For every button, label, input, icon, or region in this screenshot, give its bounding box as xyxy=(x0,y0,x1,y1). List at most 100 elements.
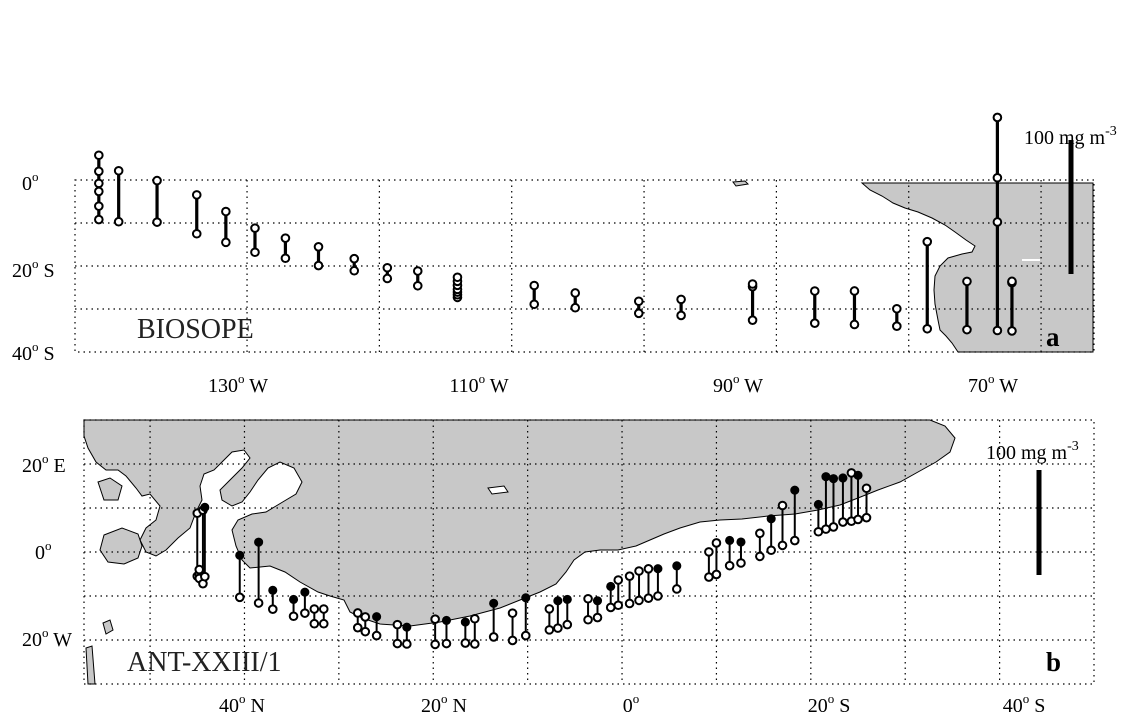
panel-b-station xyxy=(853,470,863,525)
british-isles-land xyxy=(99,527,143,565)
sample-marker xyxy=(544,604,555,614)
sample-marker xyxy=(861,483,872,494)
sample-marker xyxy=(828,474,839,484)
panel-b-station xyxy=(861,483,872,523)
south-america-landmass xyxy=(860,182,1094,353)
panel-b-station xyxy=(766,514,776,556)
panel-b-station xyxy=(300,587,310,618)
panel-a-gridlines xyxy=(75,180,1094,352)
sample-marker xyxy=(94,166,104,177)
sample-marker xyxy=(821,472,831,482)
panel-a-station xyxy=(313,242,324,271)
station-base-marker xyxy=(747,315,758,325)
sample-marker xyxy=(838,473,848,483)
station-base-marker xyxy=(1007,326,1017,336)
sample-marker xyxy=(412,266,423,276)
station-base-marker xyxy=(633,308,644,319)
panel-b-station xyxy=(469,613,480,649)
panel-a-station xyxy=(633,296,644,319)
station-base-marker xyxy=(838,517,848,527)
panel-b-station xyxy=(562,594,573,630)
panel-b-station xyxy=(352,608,363,633)
sample-marker xyxy=(94,201,104,211)
panel-b-station xyxy=(267,585,278,615)
panel-b-station xyxy=(288,594,299,622)
panel-b-xtick-20n: 20o N xyxy=(421,691,467,717)
panel-b-station xyxy=(430,614,440,650)
sample-marker xyxy=(606,581,616,591)
panel-b-station xyxy=(192,508,205,584)
station-base-marker xyxy=(755,551,765,562)
panel-b-station xyxy=(253,537,264,608)
station-base-marker xyxy=(488,632,499,642)
station-base-marker xyxy=(200,571,210,582)
station-base-marker xyxy=(267,604,278,615)
station-base-marker xyxy=(529,299,540,310)
panel-b-station xyxy=(724,535,735,571)
sample-marker xyxy=(94,150,104,161)
station-base-marker xyxy=(671,584,682,594)
panel-a-station xyxy=(962,276,972,335)
sample-marker xyxy=(191,190,202,200)
sample-marker xyxy=(372,612,382,622)
sample-marker xyxy=(254,537,264,547)
sample-marker xyxy=(790,485,800,495)
station-base-marker xyxy=(544,625,555,635)
panel-b-station xyxy=(671,561,682,594)
station-base-marker xyxy=(507,635,518,646)
panel-a-xtick-90w: 90o W xyxy=(713,371,763,397)
station-base-marker xyxy=(853,514,863,525)
station-base-marker xyxy=(809,318,820,328)
sample-marker xyxy=(809,286,820,296)
station-base-marker xyxy=(892,321,902,332)
sample-marker xyxy=(562,594,572,604)
station-base-marker xyxy=(704,572,714,582)
station-base-marker xyxy=(253,598,264,608)
sample-marker xyxy=(268,585,278,595)
sample-marker xyxy=(777,500,788,511)
panel-a-station xyxy=(849,286,860,330)
panel-b-ytick-20e: 20o E xyxy=(22,451,66,477)
land-fragment xyxy=(732,180,750,187)
station-base-marker xyxy=(962,324,972,335)
panel-b-scale-exponent: -3 xyxy=(1067,439,1079,454)
panel-a-station xyxy=(676,294,686,321)
station-base-marker xyxy=(520,630,531,641)
station-base-marker xyxy=(643,593,654,604)
station-base-marker xyxy=(736,558,746,568)
station-base-marker xyxy=(624,598,635,609)
lake-fragment xyxy=(487,485,509,495)
station-base-marker xyxy=(441,638,452,649)
panel-b-station xyxy=(520,593,531,641)
panel-b-station xyxy=(624,571,635,609)
panel-a-station xyxy=(892,303,902,332)
sample-marker xyxy=(992,172,1003,183)
station-base-marker xyxy=(280,253,291,264)
station-base-marker xyxy=(288,611,299,622)
panel-a-xtick-130w: 130o W xyxy=(208,371,268,397)
panel-b-xtick-20s: 20o S xyxy=(808,691,851,717)
panel-b-ytick-0: 0o xyxy=(35,538,52,564)
sample-marker xyxy=(430,614,440,625)
sample-marker xyxy=(521,593,531,603)
panel-b-station xyxy=(592,596,603,623)
panel-a-station xyxy=(809,286,820,328)
sample-marker xyxy=(676,294,686,305)
sample-marker xyxy=(725,535,735,545)
panel-a-station xyxy=(250,223,260,258)
panel-a-scale-exponent: -3 xyxy=(1105,124,1117,139)
ireland-land xyxy=(97,477,123,501)
station-base-marker xyxy=(777,540,788,551)
station-base-marker xyxy=(402,639,412,649)
station-base-marker xyxy=(113,216,124,227)
station-base-marker xyxy=(152,217,162,227)
panel-b-station xyxy=(613,575,624,611)
panel-a-station xyxy=(94,150,104,225)
panel-a-xtick-110w: 110o W xyxy=(449,371,508,397)
panel-b-cruise-label: ANT-XXIII/1 xyxy=(127,647,282,678)
panel-b-station xyxy=(653,564,663,601)
sample-marker xyxy=(711,538,722,548)
station-base-marker xyxy=(613,600,624,611)
panel-a-cruise-label: BIOSOPE xyxy=(137,314,254,345)
